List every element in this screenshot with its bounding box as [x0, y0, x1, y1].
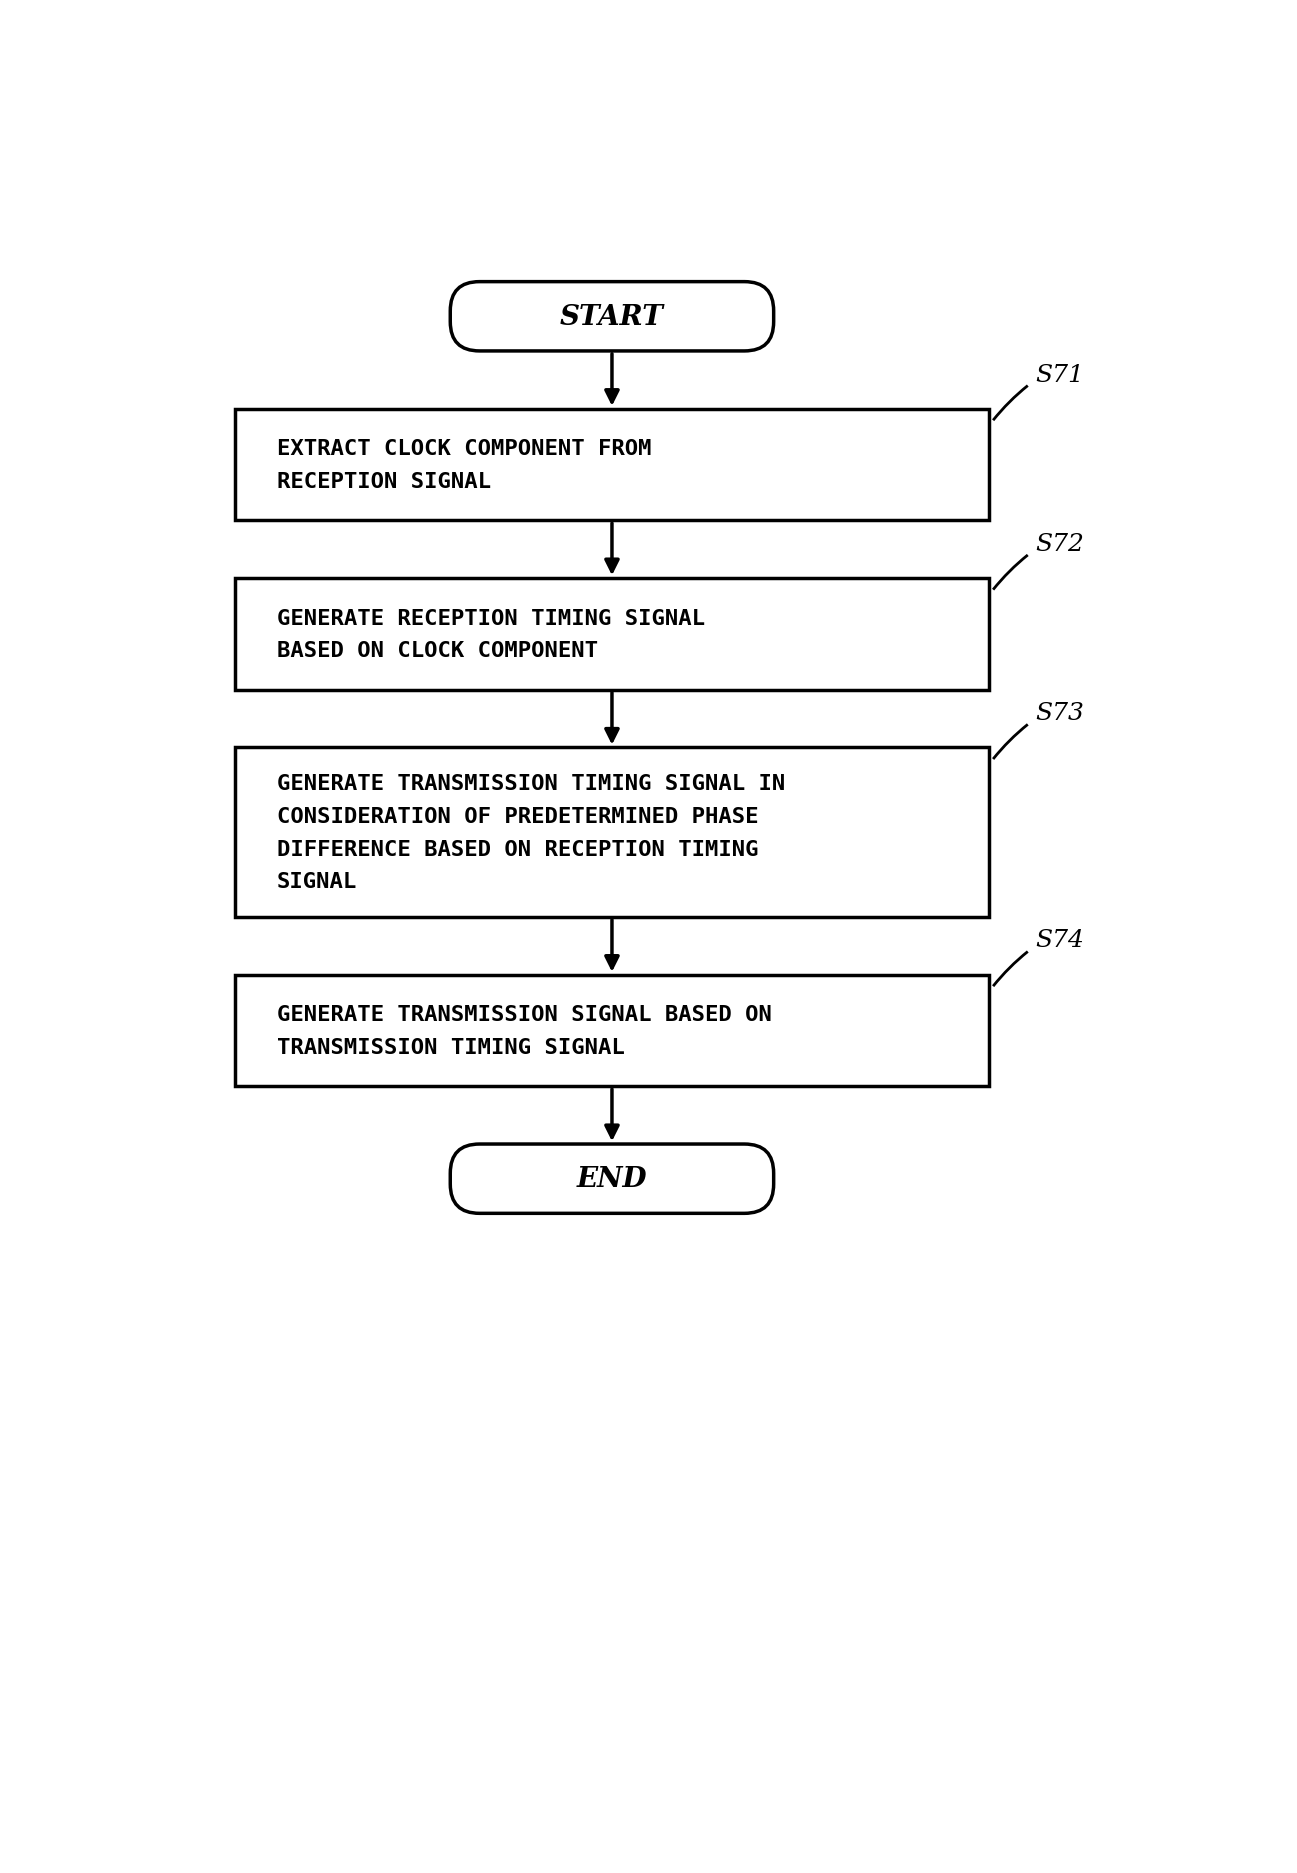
Text: GENERATE TRANSMISSION TIMING SIGNAL IN
CONSIDERATION OF PREDETERMINED PHASE
DIFF: GENERATE TRANSMISSION TIMING SIGNAL IN C… [278, 774, 785, 892]
Text: GENERATE TRANSMISSION SIGNAL BASED ON
TRANSMISSION TIMING SIGNAL: GENERATE TRANSMISSION SIGNAL BASED ON TR… [278, 1004, 772, 1056]
Bar [235, 976, 990, 1086]
Text: S73: S73 [1035, 702, 1084, 725]
Bar [235, 579, 990, 691]
Text: START: START [560, 303, 664, 332]
Bar [235, 747, 990, 918]
Text: S74: S74 [1035, 929, 1084, 951]
Bar [235, 410, 990, 521]
Text: GENERATE RECEPTION TIMING SIGNAL
BASED ON CLOCK COMPONENT: GENERATE RECEPTION TIMING SIGNAL BASED O… [278, 609, 706, 661]
FancyBboxPatch shape [450, 1144, 774, 1214]
Text: S71: S71 [1035, 363, 1084, 386]
Text: EXTRACT CLOCK COMPONENT FROM
RECEPTION SIGNAL: EXTRACT CLOCK COMPONENT FROM RECEPTION S… [278, 438, 651, 491]
Text: END: END [577, 1165, 647, 1193]
FancyBboxPatch shape [450, 283, 774, 352]
Text: S72: S72 [1035, 532, 1084, 556]
